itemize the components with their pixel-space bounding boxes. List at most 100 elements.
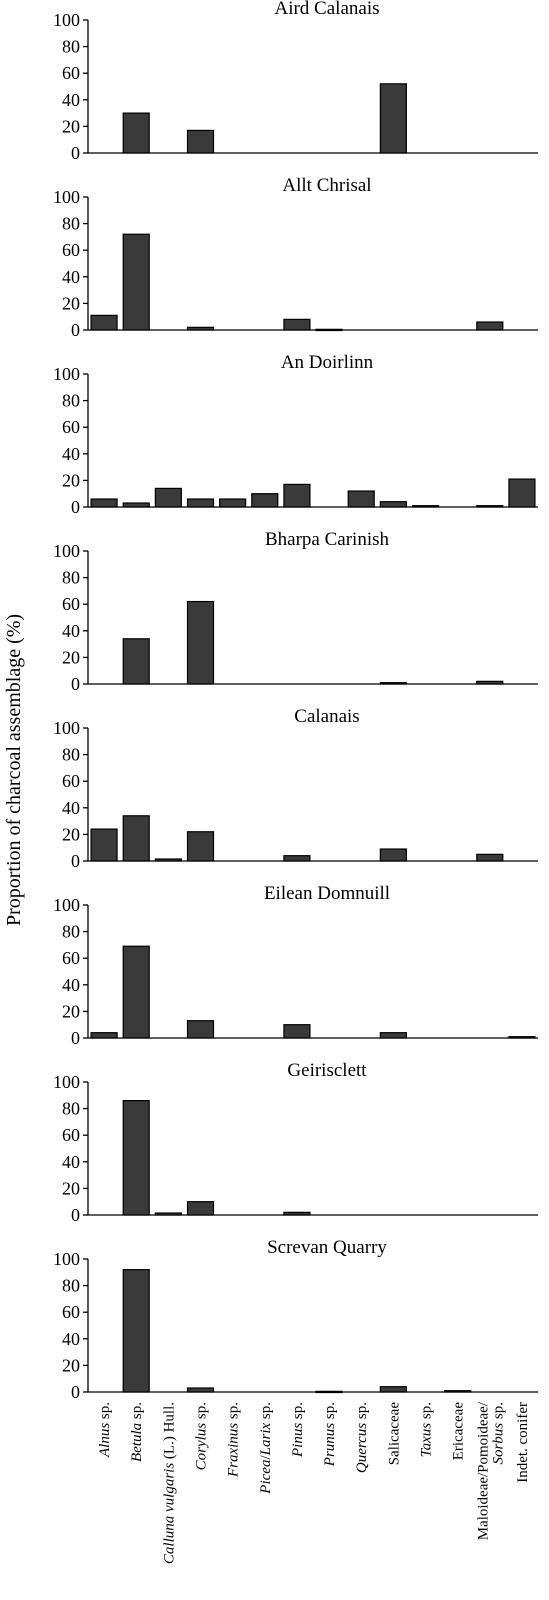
bar-eilean-domnuill-3	[186, 1020, 215, 1039]
y-tick-label: 40	[62, 975, 80, 995]
bar-screvan-quarry-9	[379, 1386, 407, 1393]
y-tick-label: 80	[62, 37, 80, 57]
y-tick-label: 100	[53, 718, 80, 738]
bar-calanais-6	[283, 855, 311, 862]
panel-title: Geirisclett	[287, 1060, 367, 1081]
bar-bharpa-carinish-1	[122, 638, 150, 685]
x-category-label: Pinus sp.	[290, 1402, 306, 1458]
panel-title: Eilean Domnuill	[264, 883, 390, 904]
y-tick-label: 80	[62, 922, 80, 942]
y-tick-label: 40	[62, 621, 80, 641]
category-label-part: Fraxinus	[226, 1423, 242, 1478]
y-tick-label: 100	[53, 1249, 80, 1269]
bar-an-doirlinn-2	[154, 487, 182, 508]
x-category-label: Sorbus sp.	[490, 1402, 506, 1465]
panel-title: An Doirlinn	[281, 352, 374, 373]
bar-geirisclett-6	[283, 1211, 311, 1216]
category-label-part: Picea	[258, 1460, 274, 1495]
panel-bharpa-carinish: Bharpa Carinish 0 20 40 60 80 100	[53, 529, 538, 694]
category-label-part: /	[258, 1455, 274, 1460]
bar-allt-chrisal-12	[476, 321, 504, 331]
bar-screvan-quarry-11	[444, 1390, 472, 1393]
bar-bharpa-carinish-3	[186, 600, 215, 685]
y-axis-label: Proportion of charcoal assemblage (%)	[3, 614, 25, 926]
category-label-part: sp.	[419, 1402, 435, 1423]
y-tick-label: 0	[71, 497, 80, 517]
bar-an-doirlinn-1	[122, 502, 150, 508]
panels-group: Aird Calanais 0 20 40 60 80 100 Allt Chrisal 0 20…	[53, 0, 538, 1402]
bar-an-doirlinn-0	[90, 498, 118, 508]
y-tick-label: 40	[62, 1329, 80, 1349]
bar-allt-chrisal-6	[283, 318, 311, 331]
x-category-label: Corylus sp.	[194, 1402, 210, 1470]
y-tick-label: 80	[62, 1099, 80, 1119]
x-category-label: Taxus sp.	[419, 1402, 435, 1457]
category-label-part: sp.	[354, 1402, 370, 1423]
bar-allt-chrisal-1	[122, 233, 150, 331]
y-tick-label: 80	[62, 1276, 80, 1296]
category-labels-group: Alnus sp.Betula sp.Calluna vulgaris (L.)…	[97, 1401, 531, 1564]
category-label-part: Pinus	[290, 1423, 306, 1458]
bar-calanais-2	[154, 858, 182, 862]
x-category-label: Indet. conifer	[515, 1402, 531, 1483]
bar-allt-chrisal-7	[315, 328, 343, 332]
category-label-part: Sorbus	[490, 1423, 506, 1465]
bar-an-doirlinn-3	[186, 498, 215, 508]
y-tick-label: 40	[62, 267, 80, 287]
y-tick-label: 100	[53, 10, 80, 30]
panel-title: Aird Calanais	[274, 0, 379, 19]
category-label-part: Maloideae/Pomoideae/	[475, 1401, 491, 1540]
panel-allt-chrisal: Allt Chrisal 0 20 40 60 80 100	[53, 175, 538, 340]
category-label-part: sp.	[322, 1402, 338, 1423]
category-label-part: Prunus	[322, 1423, 338, 1468]
bar-screvan-quarry-3	[186, 1387, 215, 1393]
bar-an-doirlinn-10	[411, 505, 440, 508]
x-category-label: Ericaceae	[451, 1402, 467, 1461]
bar-an-doirlinn-12	[476, 505, 504, 508]
category-label-part: Betula	[129, 1423, 145, 1462]
category-label-part: sp.	[129, 1402, 145, 1423]
x-category-label: Calluna vulgaris (L.) Hull.	[161, 1402, 177, 1564]
y-tick-label: 80	[62, 745, 80, 765]
y-tick-label: 60	[62, 240, 80, 260]
bar-an-doirlinn-6	[283, 483, 311, 508]
bar-calanais-1	[122, 815, 150, 862]
y-tick-label: 60	[62, 1125, 80, 1145]
category-label-part: sp.	[290, 1402, 306, 1423]
y-tick-label: 80	[62, 214, 80, 234]
y-tick-label: 20	[62, 647, 80, 667]
y-tick-label: 60	[62, 63, 80, 83]
bar-geirisclett-1	[122, 1100, 150, 1216]
bar-aird-calanais-3	[186, 129, 215, 154]
panel-an-doirlinn: An Doirlinn 0 20 40 60 80 100	[53, 352, 538, 517]
y-tick-label: 60	[62, 417, 80, 437]
y-tick-label: 40	[62, 90, 80, 110]
bar-geirisclett-2	[154, 1212, 182, 1216]
bar-aird-calanais-9	[379, 83, 407, 154]
category-label-part: sp.	[97, 1402, 113, 1423]
category-label-part: sp.	[226, 1402, 242, 1423]
y-tick-label: 20	[62, 293, 80, 313]
panel-title: Screvan Quarry	[267, 1237, 387, 1258]
panel-calanais: Calanais 0 20 40 60 80 100	[53, 706, 538, 871]
category-label-part: Indet. conifer	[515, 1402, 531, 1483]
bar-calanais-9	[379, 848, 407, 862]
panel-eilean-domnuill: Eilean Domnuill 0 20 40 60 80 100	[53, 883, 538, 1048]
category-label-part: sp.	[194, 1402, 210, 1423]
y-tick-label: 100	[53, 895, 80, 915]
x-category-label: Prunus sp.	[322, 1402, 338, 1467]
y-tick-label: 20	[62, 470, 80, 490]
y-tick-label: 100	[53, 1072, 80, 1092]
y-tick-label: 100	[53, 541, 80, 561]
y-tick-label: 60	[62, 771, 80, 791]
y-tick-label: 20	[62, 1178, 80, 1198]
y-tick-label: 0	[71, 851, 80, 871]
x-category-label: Salicaceae	[386, 1402, 402, 1466]
panel-title: Bharpa Carinish	[265, 529, 390, 550]
y-tick-label: 80	[62, 391, 80, 411]
y-tick-label: 100	[53, 187, 80, 207]
category-label-part: sp.	[258, 1402, 274, 1423]
panel-aird-calanais: Aird Calanais 0 20 40 60 80 100	[53, 0, 538, 163]
bar-eilean-domnuill-13	[508, 1036, 536, 1039]
bar-calanais-3	[186, 831, 215, 862]
